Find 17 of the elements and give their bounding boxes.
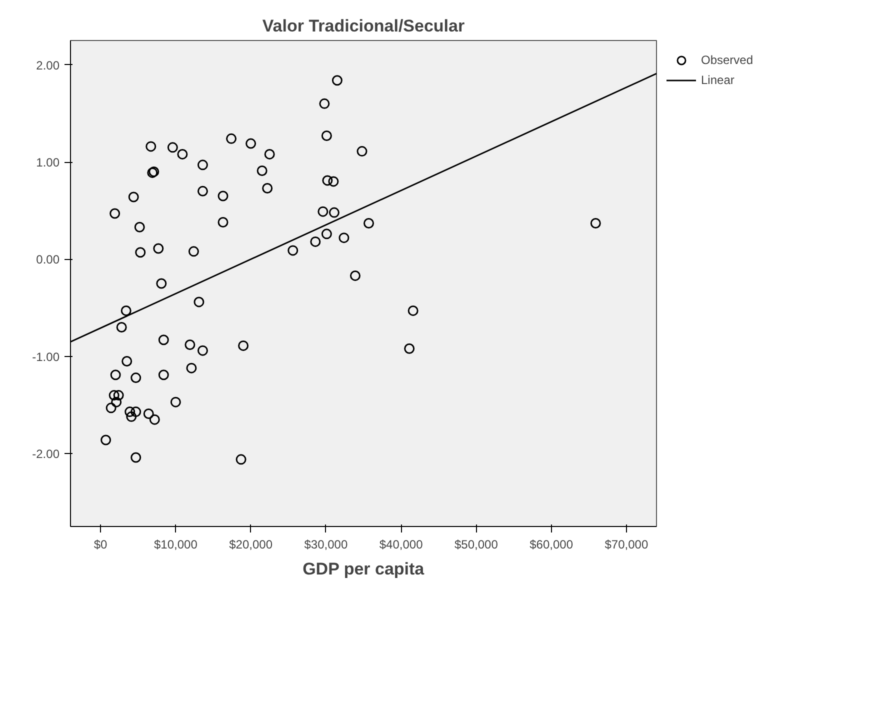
x-tick-label: $70,000 (604, 538, 648, 552)
legend-label: Observed (701, 53, 754, 67)
y-tick-label: 1.00 (36, 156, 60, 170)
y-tick-label: 2.00 (36, 58, 60, 72)
y-tick-label: -2.00 (32, 447, 60, 462)
x-tick-label: $0 (94, 538, 108, 552)
y-tick-label: 0.00 (36, 252, 60, 267)
x-tick-label: $60,000 (530, 538, 574, 552)
x-tick-label: $50,000 (454, 538, 498, 552)
chart-title: Valor Tradicional/Secular (262, 16, 465, 36)
x-tick-label: $10,000 (154, 538, 198, 552)
x-tick-label: $40,000 (379, 538, 424, 552)
y-tick-label: -1.00 (32, 350, 60, 364)
x-axis-title: GDP per capita (302, 560, 425, 578)
x-tick-label: $30,000 (304, 538, 348, 552)
x-tick-label: $20,000 (229, 538, 273, 552)
legend-label: Linear (701, 73, 734, 87)
